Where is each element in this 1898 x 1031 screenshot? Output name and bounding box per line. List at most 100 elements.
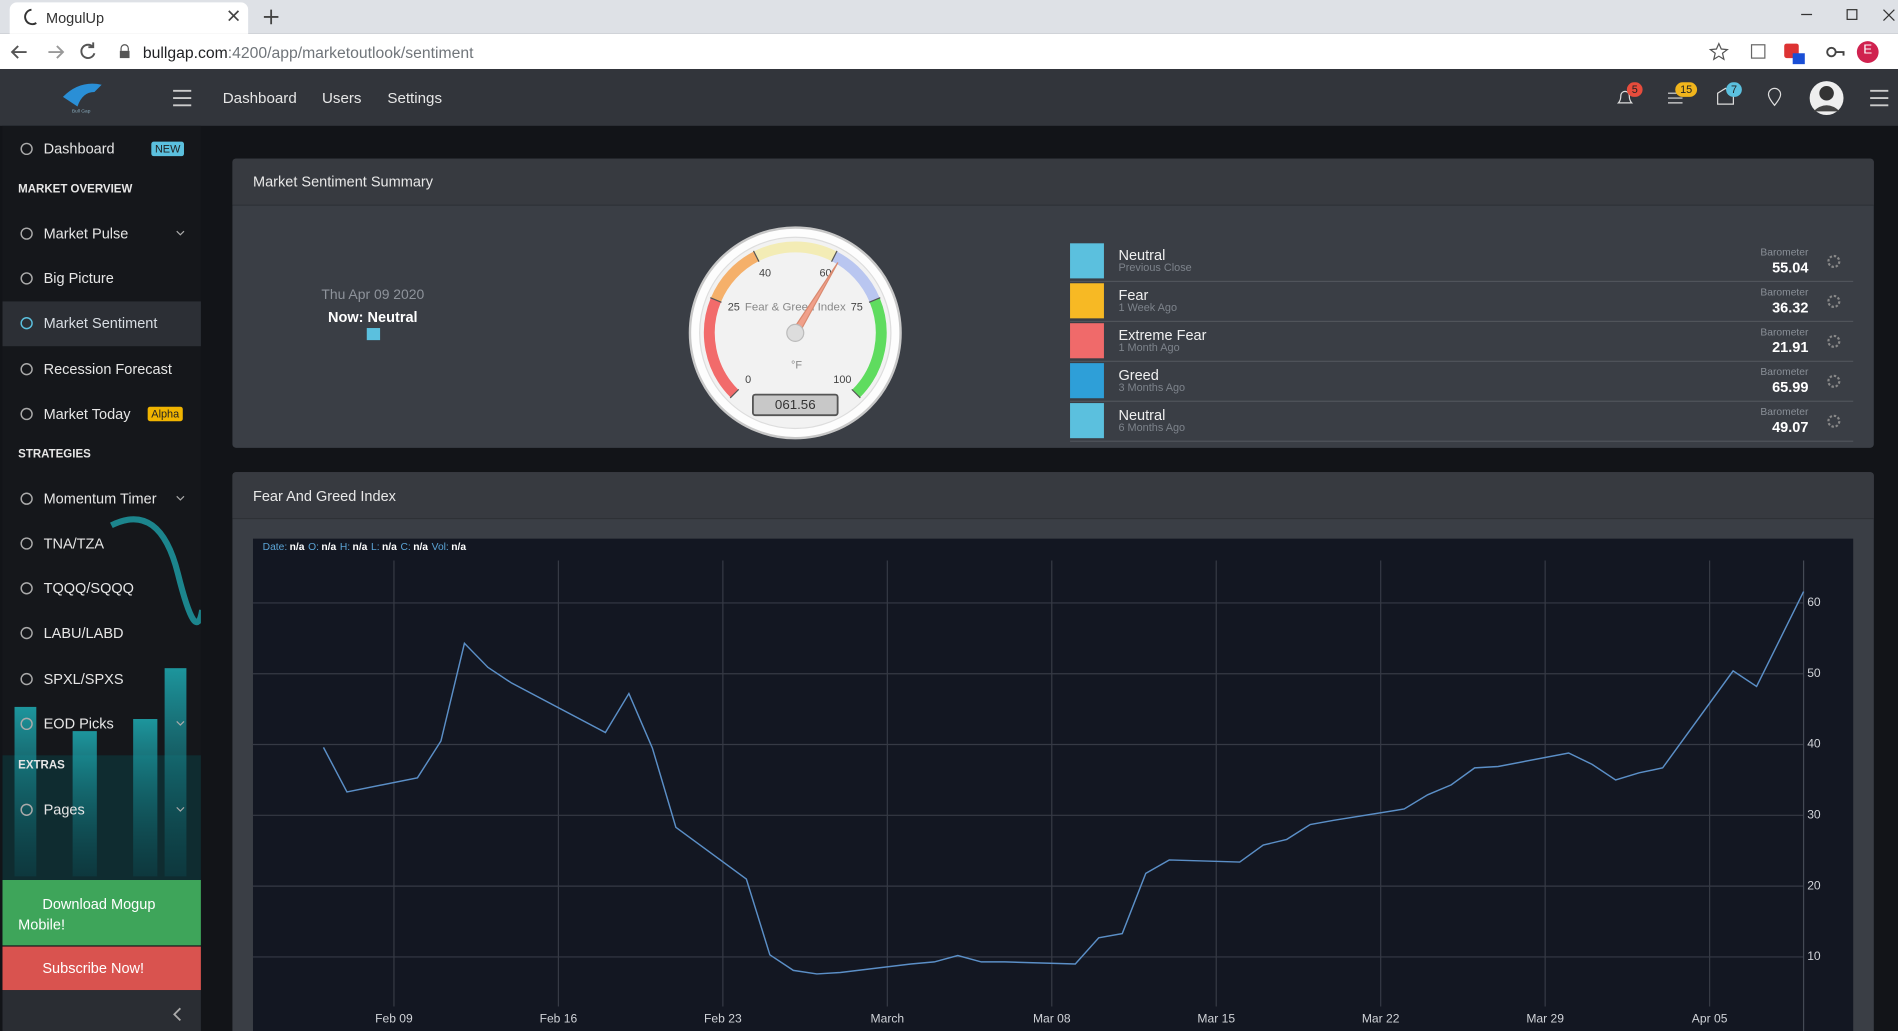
sidebar-art <box>2 516 201 889</box>
bell[interactable] <box>1616 90 1634 104</box>
gauge-tick-label: 75 <box>851 301 863 313</box>
row-label: Neutral <box>1118 246 1166 264</box>
sidebar-item[interactable]: Market Today <box>43 405 131 423</box>
x-tick-label: Mar 08 <box>1033 1011 1071 1025</box>
row-settings[interactable] <box>1825 413 1842 430</box>
forward[interactable] <box>48 45 65 59</box>
legend-value: n/a <box>413 542 428 553</box>
gauge-tick <box>831 250 838 262</box>
row-settings[interactable] <box>1825 253 1842 270</box>
restore[interactable] <box>1846 9 1858 20</box>
y-tick-label: 40 <box>1807 737 1821 751</box>
gear <box>1827 294 1841 308</box>
sidebar-item[interactable]: Pages <box>43 801 85 819</box>
close-window[interactable] <box>1883 9 1895 22</box>
sidebar-item[interactable]: TNA/TZA <box>43 535 105 552</box>
profile[interactable] <box>1856 41 1879 63</box>
icon-shape <box>20 317 33 330</box>
sidebar-item[interactable]: TQQQ/SQQQ <box>43 579 134 597</box>
gauge-tick <box>729 388 740 399</box>
nav-link[interactable]: Dashboard <box>222 89 297 107</box>
sidebar-item[interactable]: Dashboard <box>43 140 115 158</box>
key-stem <box>1835 51 1845 56</box>
legend-key: Vol: <box>432 542 449 553</box>
gauge-tick <box>752 250 760 262</box>
row-settings[interactable] <box>1825 333 1842 350</box>
item-icon <box>20 227 33 240</box>
legend-value: n/a <box>451 542 466 553</box>
gauge-tick <box>868 297 881 303</box>
row-divider <box>1070 360 1854 362</box>
item-icon <box>20 142 33 156</box>
item-icon <box>20 717 33 731</box>
url-host: bullgap.com <box>142 43 228 62</box>
menu-toggle[interactable] <box>173 89 192 107</box>
tab-title: MogulUp <box>45 9 105 27</box>
icon-shape <box>20 626 33 640</box>
sidebar-item[interactable]: Big Picture <box>43 269 114 287</box>
x-tick-label: Feb 16 <box>540 1011 578 1025</box>
sidebar-section: EXTRAS <box>18 758 65 773</box>
sidebar-item[interactable]: SPXL/SPXS <box>43 670 124 688</box>
sidebar-item[interactable]: EOD Picks <box>43 715 114 733</box>
x-tick-label: Mar 15 <box>1197 1011 1235 1025</box>
sidebar-section: MARKET OVERVIEW <box>18 182 133 197</box>
nav-link[interactable]: Users <box>321 89 362 107</box>
sidebar-item[interactable]: Market Pulse <box>43 225 129 243</box>
icon-shape <box>20 717 33 731</box>
chart-title: Fear And Greed Index <box>252 487 396 505</box>
item-icon <box>20 672 33 686</box>
chart-header <box>232 472 1874 520</box>
gauge-band <box>852 297 887 398</box>
gauge-tick <box>851 388 861 399</box>
row-settings[interactable] <box>1825 373 1842 390</box>
summary-title: Market Sentiment Summary <box>252 173 434 191</box>
gear <box>1827 334 1841 348</box>
avatar-head <box>1819 85 1834 101</box>
logo-text: Bull Gap <box>71 107 91 114</box>
row-caption: Barometer <box>1760 325 1809 338</box>
legend: Date: n/a O: n/a H: n/a L: n/a C: n/a Vol: n/a <box>263 542 467 553</box>
sidebar-item[interactable]: Market Sentiment <box>43 314 158 332</box>
art-bar <box>164 668 187 877</box>
tab[interactable] <box>9 2 249 34</box>
row-label: Fear <box>1118 286 1149 304</box>
summary-header <box>232 158 1874 206</box>
sidebar-item[interactable]: Recession Forecast <box>43 360 172 378</box>
subscribe-button[interactable] <box>2 946 201 991</box>
collapse[interactable] <box>172 1007 184 1022</box>
row-settings[interactable] <box>1825 293 1842 310</box>
nav-link[interactable]: Settings <box>387 89 443 107</box>
download-button[interactable] <box>2 880 201 946</box>
sidebar-item[interactable]: Momentum Timer <box>43 490 157 508</box>
side-toggle[interactable] <box>1870 89 1889 107</box>
x-tick-label: Mar 29 <box>1526 1011 1564 1025</box>
legend-key: C: <box>400 542 410 553</box>
sidebar-footer <box>2 990 201 1031</box>
gauge-tick-label: 40 <box>759 267 771 279</box>
reload[interactable] <box>80 42 96 60</box>
sidebar-item[interactable]: LABU/LABD <box>43 624 124 642</box>
bookmark[interactable] <box>1708 42 1729 61</box>
nav-badge: 7 <box>1726 82 1742 97</box>
gear <box>1827 374 1841 388</box>
toolbar <box>0 33 1898 69</box>
row-label: Extreme Fear <box>1118 326 1207 344</box>
new-tab[interactable] <box>263 9 279 25</box>
y-tick-label: 60 <box>1807 595 1821 609</box>
back[interactable] <box>10 45 27 59</box>
chevron-path <box>176 230 185 236</box>
location[interactable] <box>1767 87 1782 107</box>
gauge-unit: °F <box>791 359 802 371</box>
legend-key: O: <box>308 542 319 553</box>
row-divider <box>1070 320 1854 322</box>
item-icon <box>20 582 33 595</box>
y-tick-label: 50 <box>1807 666 1821 680</box>
url[interactable]: bullgap.com:4200/app/marketoutlook/senti… <box>143 44 474 62</box>
ext-2-badge <box>1792 53 1805 65</box>
tab-close[interactable] <box>228 10 240 22</box>
row-value: 55.04 <box>1772 259 1809 276</box>
lock-shackle <box>120 44 129 51</box>
x-tick-label: March <box>871 1011 905 1025</box>
ext-1[interactable] <box>1750 44 1766 59</box>
